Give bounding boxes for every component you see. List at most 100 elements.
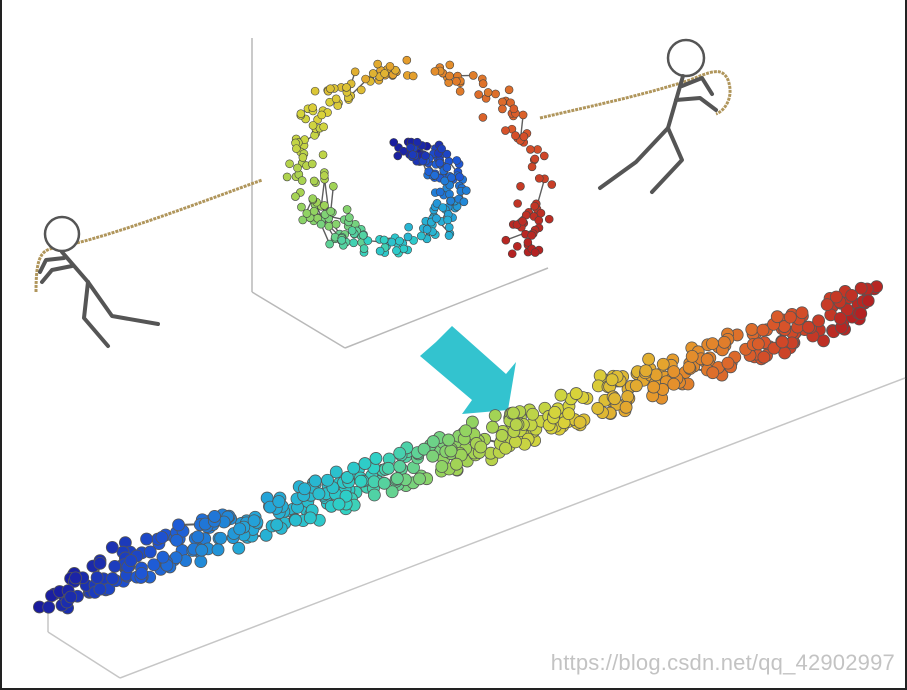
strip-point [172,518,185,532]
roll-point [509,104,519,114]
strip-point [377,476,391,490]
roll-point [483,88,493,97]
roll-point [498,104,507,114]
unrolled-manifold [33,280,884,615]
strip-point [757,350,771,364]
roll-point [519,132,529,141]
strip-point [170,533,183,547]
strip-point [211,543,225,557]
strip-point [232,541,246,555]
roll-point [325,239,334,249]
roll-point [452,77,461,86]
roll-point [523,237,533,247]
roll-point [302,209,312,218]
strip-point [629,379,643,393]
roll-point [373,59,382,69]
roll-point [368,69,378,78]
roll-point [308,194,317,203]
roll-point [412,137,422,147]
roll-point [309,206,319,216]
strip-point [639,364,653,378]
roll-point [298,153,308,162]
strip-point [93,556,107,570]
strip-point [329,465,343,479]
strip-point [233,522,247,536]
strip-point [854,281,868,295]
watermark: https://blog.csdn.net/qq_42902997 [550,650,895,675]
strip-point [642,352,656,366]
strip-point [124,554,138,568]
strip-point [486,420,499,434]
strip-point [526,407,540,421]
roll-point [393,151,403,161]
strip-point [569,387,583,400]
roll-point [285,159,294,169]
strip-point [840,303,854,317]
roll-point [399,146,408,156]
roll-point [408,71,418,81]
roll-point [424,167,433,176]
strip-point [775,335,789,349]
roll-point [511,131,520,140]
roll-point [530,248,540,257]
roll-point [402,55,412,65]
roll-point [512,242,522,251]
roll-point [342,83,351,92]
roll-point [547,180,557,189]
roll-point [380,69,389,78]
strip-point [194,555,208,569]
strip-point [444,444,458,458]
strip-point [450,457,463,471]
roll-point [527,162,537,172]
roll-point [478,79,488,89]
strip-point [820,298,834,312]
strip-point [721,356,735,370]
roll-point [430,170,440,180]
roll-point [516,182,525,191]
roll-point [337,235,347,245]
strip-point [685,349,699,363]
roll-point [387,237,397,247]
roll-point [350,67,360,77]
roll-point [442,163,452,172]
roll-point [345,213,354,222]
right-stick-figure-icon [598,38,718,194]
strip-point [272,495,286,508]
strip-point [417,442,431,456]
strip-point [156,550,170,564]
roll-point [326,84,335,93]
strip-point [140,532,153,546]
strip-point [608,392,622,406]
roll-point [358,230,368,240]
strip-point [308,474,322,488]
roll-point [435,187,445,197]
roll-point [293,163,302,173]
strip-point [367,488,381,502]
rope [34,70,732,293]
roll-point [329,181,338,191]
roll-point [309,176,319,186]
strip-point [647,380,661,394]
strip-point [706,337,719,351]
strip-point [358,457,372,470]
roll-point [474,90,483,99]
roll-point [430,67,440,76]
roll-point [356,85,366,95]
roll-point [491,89,500,99]
roll-point [507,249,517,259]
roll-point [447,173,456,182]
roll-point [282,172,292,182]
roll-point [536,208,546,218]
strip-point [347,461,361,475]
roll-edge [320,179,326,207]
strip-point [778,346,792,360]
strip-point [605,373,619,387]
roll-point [534,174,544,183]
strip-point [93,582,107,596]
roll-point [440,176,450,186]
roll-point [518,216,527,226]
strip-point [195,543,209,557]
roll-point [459,197,469,207]
roll-point [310,86,320,96]
strip-point [554,388,568,402]
